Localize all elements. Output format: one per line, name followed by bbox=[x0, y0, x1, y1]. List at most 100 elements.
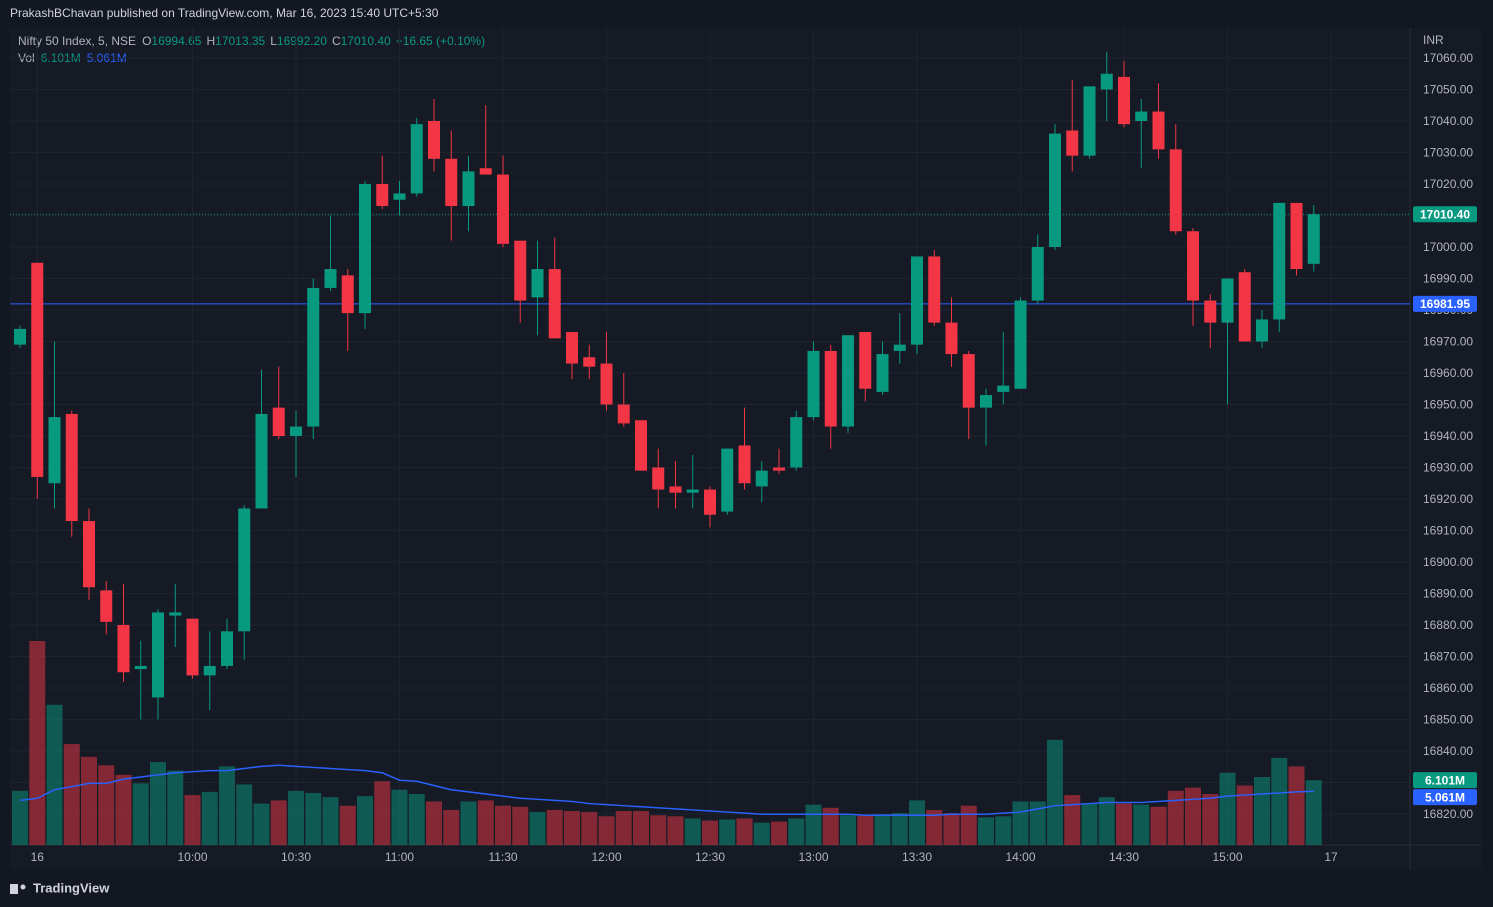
volume-bar bbox=[219, 766, 235, 845]
candle-body bbox=[600, 363, 613, 405]
candle-body bbox=[1049, 133, 1061, 247]
volume-bar bbox=[788, 818, 805, 845]
x-tick-label: 14:00 bbox=[1005, 850, 1035, 864]
candle-body bbox=[445, 158, 458, 207]
candle-body bbox=[704, 489, 716, 515]
h-label: H bbox=[206, 34, 215, 48]
volume-label: 6.101M bbox=[1425, 773, 1465, 787]
candle-body bbox=[635, 420, 647, 471]
candle-body bbox=[686, 489, 699, 493]
x-tick-label: 11:30 bbox=[488, 850, 517, 864]
volume-bar bbox=[391, 789, 408, 845]
volume-bar bbox=[408, 794, 425, 845]
candle-body bbox=[980, 395, 992, 408]
volume-bar bbox=[1167, 790, 1184, 845]
candle-body bbox=[376, 184, 389, 207]
l-value: 16992.20 bbox=[277, 34, 327, 48]
candle-body bbox=[755, 470, 768, 487]
volume-bar bbox=[357, 796, 373, 845]
volume-bar bbox=[564, 811, 580, 845]
ohlc-legend: Nifty 50 Index, 5, NSE O16994.65 H17013.35… bbox=[18, 34, 485, 48]
volume-bar bbox=[753, 822, 770, 845]
volume-bar bbox=[1098, 797, 1115, 845]
volume-bar bbox=[1150, 806, 1167, 845]
currency: INR bbox=[1423, 33, 1444, 47]
candle-body bbox=[307, 287, 320, 427]
y-tick-label: 16890.00 bbox=[1423, 587, 1473, 601]
volume-bar bbox=[822, 807, 839, 845]
volume-bar bbox=[132, 783, 149, 845]
y-tick-label: 16880.00 bbox=[1423, 618, 1473, 632]
c-value: 17010.40 bbox=[341, 34, 391, 48]
volume-bar bbox=[1133, 804, 1150, 845]
h-value: 17013.35 bbox=[215, 34, 265, 48]
volume-bar bbox=[12, 790, 28, 845]
x-tick-label: 10:00 bbox=[177, 850, 207, 864]
volume-bar bbox=[1305, 780, 1322, 845]
volume-bar bbox=[339, 805, 356, 845]
candle-body bbox=[1135, 111, 1148, 121]
candle-body bbox=[359, 184, 371, 314]
volume-bar bbox=[443, 809, 460, 845]
candle-body bbox=[1187, 231, 1199, 301]
volume-bar bbox=[167, 770, 184, 845]
candle-body bbox=[514, 240, 527, 301]
price-line-label: 16981.95 bbox=[1420, 297, 1470, 311]
volume-bar bbox=[150, 762, 166, 845]
y-tick-label: 16870.00 bbox=[1423, 650, 1473, 664]
candle-body bbox=[531, 269, 544, 298]
candle-body bbox=[428, 121, 440, 159]
candle-body bbox=[859, 332, 872, 389]
candle-body bbox=[462, 171, 475, 207]
y-tick-label: 16820.00 bbox=[1423, 807, 1473, 821]
candle-body bbox=[824, 350, 837, 427]
last-price-label-box bbox=[1413, 206, 1477, 223]
candle-body bbox=[911, 256, 923, 345]
y-tick-label: 17050.00 bbox=[1423, 83, 1473, 97]
volume-bar bbox=[891, 813, 908, 845]
brand-logo bbox=[10, 884, 26, 894]
volume-bar bbox=[512, 806, 529, 845]
volume-bar bbox=[684, 818, 701, 845]
y-tick-label: 16990.00 bbox=[1423, 272, 1473, 286]
candle-body bbox=[876, 354, 889, 392]
c-label: C bbox=[332, 34, 341, 48]
volume-ma-label-box bbox=[1413, 789, 1477, 806]
volume-bar bbox=[1081, 803, 1098, 845]
candle-body bbox=[117, 625, 130, 673]
volume-bar bbox=[529, 812, 546, 845]
volume-bar bbox=[633, 811, 649, 845]
volume-label-box bbox=[1413, 772, 1477, 789]
volume-bar bbox=[460, 801, 477, 845]
o-value: 16994.65 bbox=[151, 34, 201, 48]
volume-bar bbox=[1064, 795, 1081, 845]
y-tick-label: 17040.00 bbox=[1423, 114, 1473, 128]
volume-bar bbox=[63, 744, 80, 845]
candle-body bbox=[962, 354, 975, 408]
candle-body bbox=[186, 618, 199, 676]
y-tick-label: 17000.00 bbox=[1423, 240, 1473, 254]
volume-bar bbox=[943, 813, 960, 845]
candle-body bbox=[1273, 202, 1286, 320]
x-tick-label: 12:00 bbox=[591, 850, 621, 864]
y-tick-label: 16930.00 bbox=[1423, 461, 1473, 475]
y-tick-label: 17060.00 bbox=[1423, 51, 1473, 65]
candle-body bbox=[1066, 130, 1079, 156]
volume-bar bbox=[374, 781, 391, 845]
candle-body bbox=[290, 426, 302, 436]
candle-body bbox=[83, 521, 95, 588]
volume-bar bbox=[909, 800, 925, 845]
volume-bar bbox=[270, 800, 287, 845]
candle-body bbox=[1169, 149, 1182, 232]
candle-body bbox=[152, 612, 164, 698]
x-tick-label: 13:30 bbox=[902, 850, 932, 864]
candle-body bbox=[790, 417, 803, 468]
candle-body bbox=[203, 665, 216, 676]
volume-ma-line bbox=[19, 764, 1314, 816]
volume-bar bbox=[1202, 794, 1219, 845]
candle-body bbox=[548, 269, 561, 339]
candle-body bbox=[1290, 202, 1303, 270]
x-tick-label: 11:00 bbox=[385, 850, 414, 864]
